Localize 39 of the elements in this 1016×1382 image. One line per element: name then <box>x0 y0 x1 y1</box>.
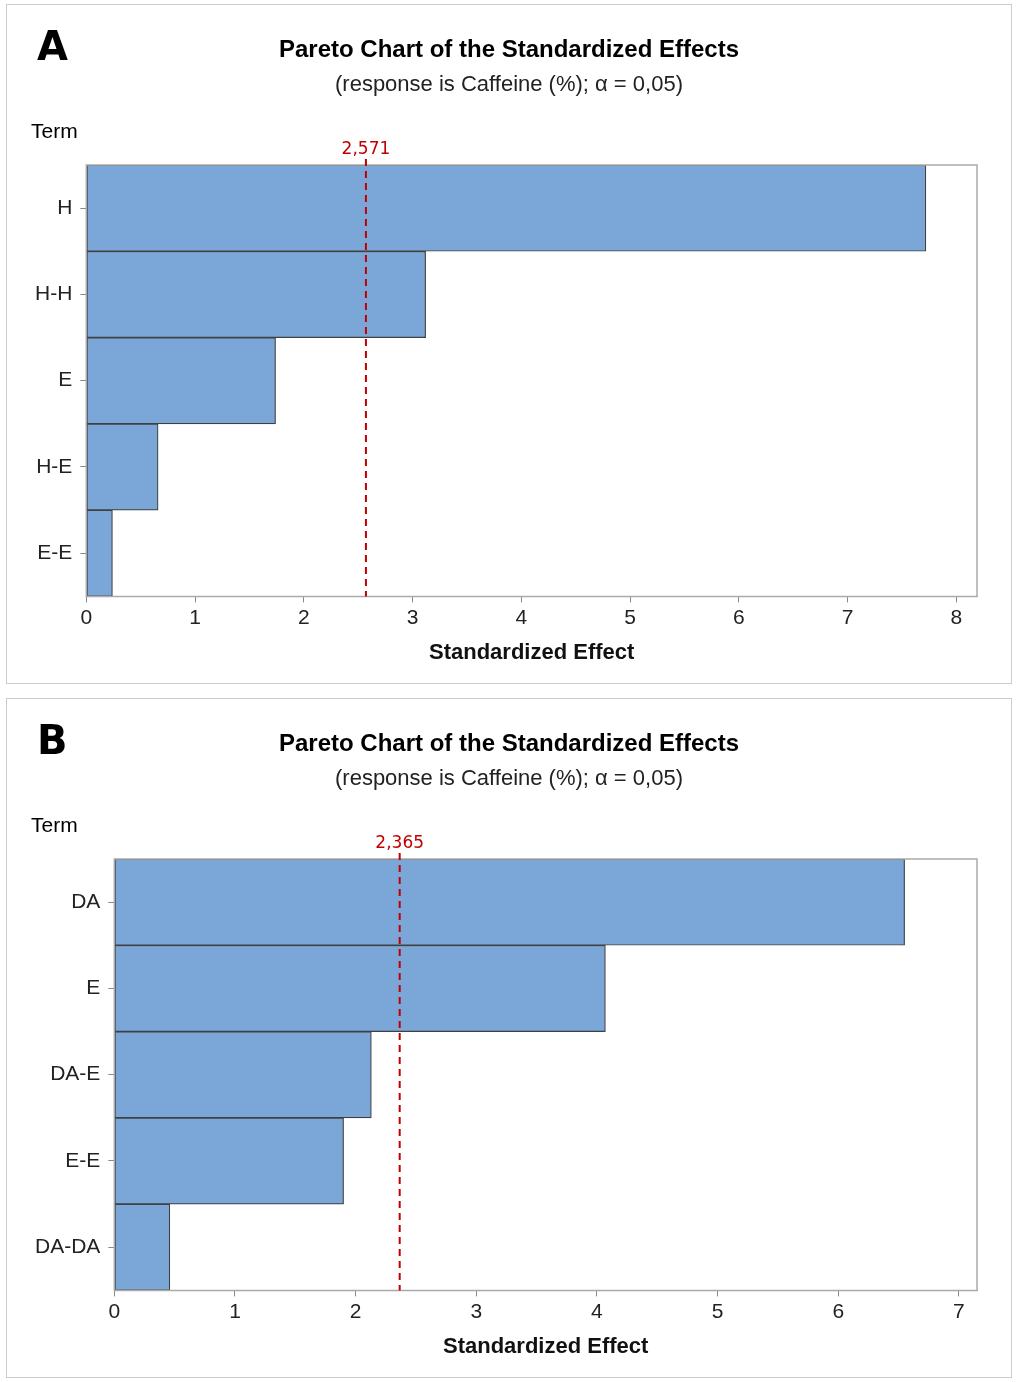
y-tick-label: H-H <box>35 281 73 305</box>
x-tick-label: 8 <box>950 604 963 628</box>
y-tick-label: DA <box>71 888 101 912</box>
y-tick-label: DA-DA <box>34 1234 101 1258</box>
x-tick-label: 5 <box>624 604 636 628</box>
y-axis-title: Term <box>31 813 78 837</box>
y-axis-title: Term <box>31 119 78 143</box>
x-tick-label: 7 <box>953 1298 965 1322</box>
chart-title: Pareto Chart of the Standardized Effects <box>278 729 740 756</box>
x-tick-label: 3 <box>406 604 419 628</box>
y-tick-label: E <box>58 367 73 391</box>
x-tick-label: 4 <box>515 604 528 628</box>
x-tick-label: 4 <box>591 1298 604 1322</box>
y-tick-label: H-E <box>36 453 73 477</box>
x-tick-label: 2 <box>297 604 310 628</box>
x-axis-title: Standardized Effect <box>428 638 636 664</box>
chart-subtitle: (response is Caffeine (%); α = 0,05) <box>334 71 684 97</box>
x-tick-label: 3 <box>470 1298 483 1322</box>
y-tick-label: DA-E <box>50 1061 101 1085</box>
y-tick-label: E-E <box>37 540 73 564</box>
x-axis-title: Standardized Effect <box>442 1332 650 1358</box>
x-tick-label: 2 <box>349 1298 362 1322</box>
text: A <box>37 23 68 69</box>
y-tick-label: E-E <box>65 1147 101 1171</box>
ref-line-label: 2,365 <box>375 831 425 852</box>
x-tick-label: 0 <box>108 1298 121 1322</box>
chart-title: Pareto Chart of the Standardized Effects <box>278 35 740 62</box>
x-tick-label: 5 <box>711 1298 724 1322</box>
ref-line-label: 2,571 <box>341 137 391 158</box>
x-tick-label: 7 <box>841 604 854 628</box>
x-tick-label: 1 <box>189 604 201 628</box>
text: B <box>37 717 68 763</box>
x-tick-label: 1 <box>229 1298 241 1322</box>
x-tick-label: 6 <box>732 604 745 628</box>
y-tick-label: H <box>57 194 73 218</box>
x-tick-label: 6 <box>832 1298 845 1322</box>
x-tick-label: 0 <box>80 604 93 628</box>
y-tick-label: E <box>86 975 101 999</box>
chart-subtitle: (response is Caffeine (%); α = 0,05) <box>334 765 684 791</box>
